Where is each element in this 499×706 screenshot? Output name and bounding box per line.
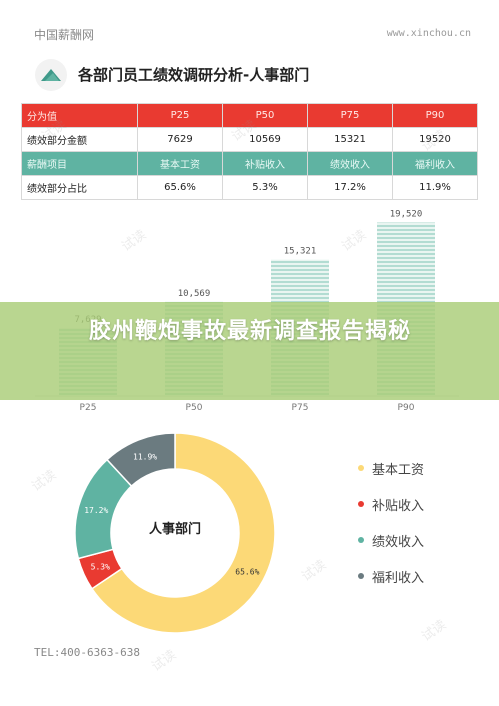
donut-center-label: 人事部门	[148, 522, 201, 537]
donut-slice-label: 17.2%	[84, 506, 108, 515]
legend-label: 基本工资	[372, 462, 425, 478]
table-cell: P25	[137, 103, 223, 128]
table-cell: 15321	[307, 127, 393, 152]
table-cell: 基本工资	[137, 151, 223, 176]
donut-slice-label: 11.9%	[133, 453, 157, 462]
table-cell: 福利收入	[392, 151, 478, 176]
watermark-text: 试读	[149, 647, 180, 675]
headline-text[interactable]: 胶州鞭炮事故最新调查报告揭秘	[88, 319, 411, 344]
table-cell: 19520	[392, 127, 478, 152]
table-cell: 17.2%	[307, 175, 393, 200]
legend-item: 补贴收入	[358, 486, 488, 522]
donut-chart-svg: 65.6% 5.3% 17.2% 11.9%	[74, 432, 276, 634]
report-title-row: 各部门员工绩效调研分析-人事部门	[34, 58, 474, 92]
table-cell: 补贴收入	[222, 151, 308, 176]
donut-slice-label: 65.6%	[235, 568, 259, 577]
brand-name: 中国薪酬网	[34, 28, 95, 42]
legend-dot	[358, 573, 364, 579]
table-cell: 10569	[222, 127, 308, 152]
donut-slice-label: 5.3%	[91, 563, 110, 572]
legend-dot	[358, 537, 364, 543]
headline-banner: 胶州鞭炮事故最新调查报告揭秘	[0, 302, 499, 400]
table-cell-label: 分为值	[21, 103, 138, 128]
bar-value-label: 10,569	[178, 289, 211, 299]
table-cell-label: 绩效部分金额	[21, 127, 138, 152]
watermark-text: 试读	[299, 557, 330, 585]
table-row: 绩效部分占比 65.6% 5.3% 17.2% 11.9%	[21, 175, 478, 200]
report-title: 各部门员工绩效调研分析-人事部门	[78, 66, 310, 84]
donut-slice	[90, 432, 276, 634]
bar-value-label: 15,321	[284, 247, 317, 257]
legend-dot	[358, 465, 364, 471]
legend-item: 绩效收入	[358, 522, 488, 558]
table-cell: 65.6%	[137, 175, 223, 200]
bar-value-label: 19,520	[390, 209, 423, 219]
legend-label: 绩效收入	[372, 534, 425, 550]
legend-item: 福利收入	[358, 558, 488, 594]
table-row: 绩效部分金额 7629 10569 15321 19520	[21, 127, 478, 152]
donut-slice	[105, 432, 176, 488]
chart-logo-icon	[35, 59, 67, 91]
table-cell: P50	[222, 103, 308, 128]
x-tick-label: P90	[398, 403, 415, 413]
legend-label: 补贴收入	[372, 498, 425, 514]
contact-tel: TEL:400-6363-638	[34, 646, 140, 659]
table-cell: 7629	[137, 127, 223, 152]
table-cell: P75	[307, 103, 393, 128]
table-cell: 绩效收入	[307, 151, 393, 176]
legend-item: 基本工资	[358, 450, 488, 486]
table-cell: 11.9%	[392, 175, 478, 200]
site-url[interactable]: www.xinchou.cn	[386, 28, 471, 39]
x-tick-label: P50	[186, 403, 203, 413]
donut-legend: 基本工资 补贴收入 绩效收入 福利收入	[358, 450, 488, 594]
table-row: 分为值 P25 P50 P75 P90	[21, 103, 478, 128]
page-header: 中国薪酬网 www.xinchou.cn	[0, 0, 499, 44]
data-table: 分为值 P25 P50 P75 P90 绩效部分金额 7629 10569 15…	[21, 103, 478, 200]
legend-dot	[358, 501, 364, 507]
table-row: 薪酬项目 基本工资 补贴收入 绩效收入 福利收入	[21, 151, 478, 176]
donut-chart: 65.6% 5.3% 17.2% 11.9%	[70, 428, 280, 638]
table-cell: P90	[392, 103, 478, 128]
legend-label: 福利收入	[372, 570, 425, 586]
x-tick-label: P25	[80, 403, 97, 413]
watermark-text: 试读	[419, 617, 450, 645]
table-cell-label: 薪酬项目	[21, 151, 138, 176]
x-tick-label: P75	[292, 403, 309, 413]
table-cell: 5.3%	[222, 175, 308, 200]
watermark-text: 试读	[29, 467, 60, 495]
